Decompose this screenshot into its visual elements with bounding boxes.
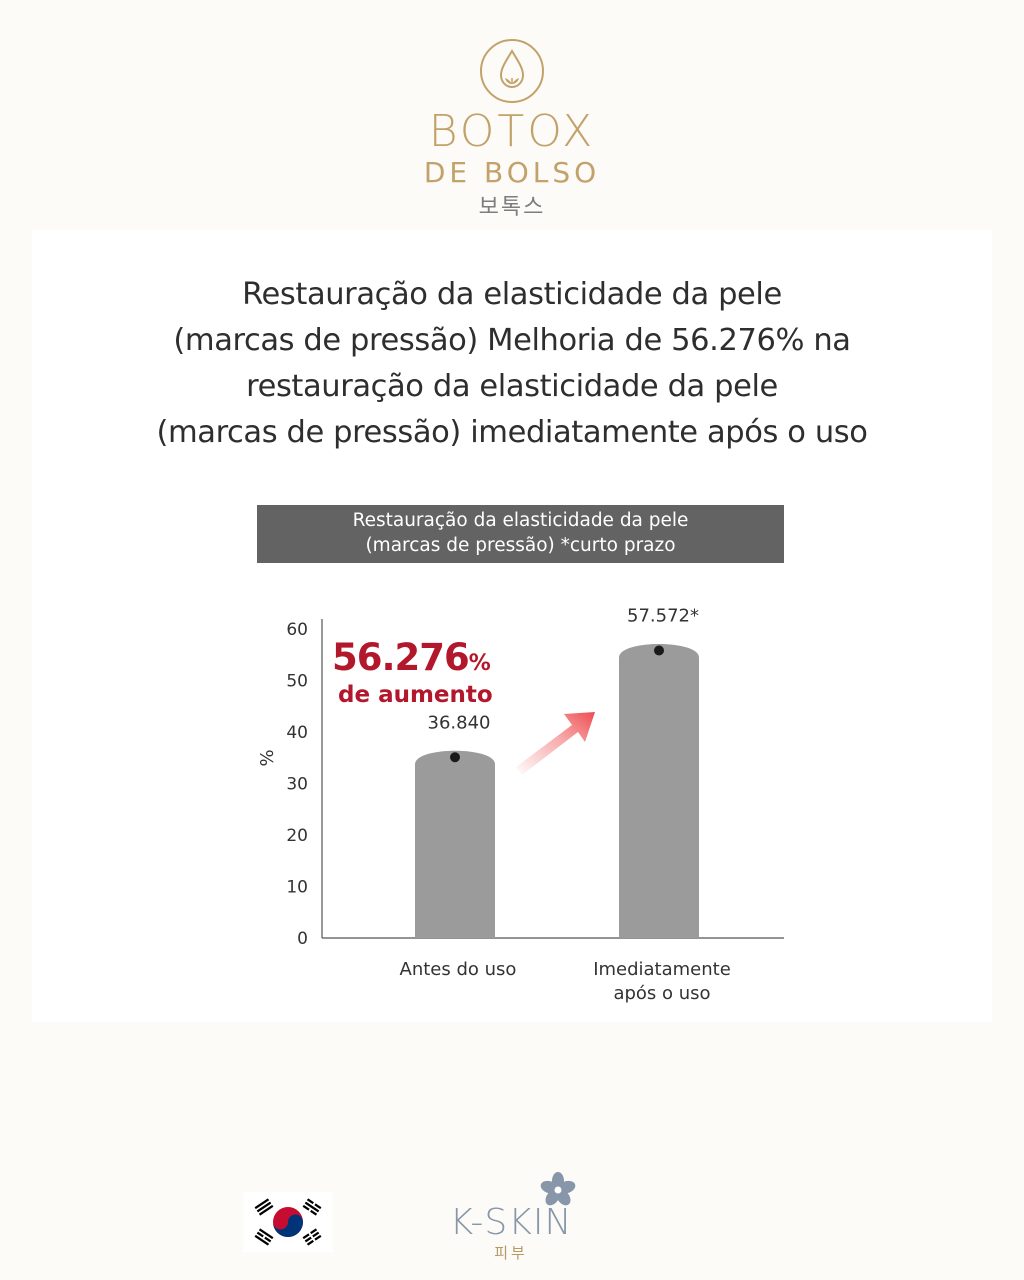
headline-line: restauração da elasticidade da pele	[246, 369, 778, 404]
brand-subname: DE BOLSO	[423, 156, 601, 189]
headline-line: (marcas de pressão) Melhoria de 56.276% …	[173, 323, 851, 358]
increase-unit: %	[469, 651, 491, 676]
y-tick-label: 50	[286, 672, 308, 692]
brand-korean: 보톡스	[478, 194, 546, 219]
south-korea-flag-icon	[243, 1192, 333, 1252]
y-tick-label: 40	[286, 723, 308, 743]
kskin-wordmark: K-SKIN	[449, 1202, 573, 1243]
y-tick-label: 0	[297, 929, 308, 949]
bar-dot	[654, 645, 664, 656]
y-tick-label: 60	[286, 620, 308, 640]
kskin-logo: K-SKIN 피부	[436, 1172, 586, 1262]
x-category-label: Imediatamente	[593, 959, 731, 980]
bar-value-label: 36.840	[428, 712, 491, 733]
bar-dot	[450, 752, 460, 763]
y-tick-label: 10	[286, 878, 308, 898]
chart-title-line: Restauração da elasticidade da pele	[352, 510, 689, 531]
headline-line: Restauração da elasticidade da pele	[242, 277, 782, 312]
brand-logo: BOTOX DE BOLSO 보톡스	[0, 38, 1024, 220]
kskin-korean: 피부	[494, 1245, 528, 1262]
chart-title-banner: Restauração da elasticidade da pele (mar…	[257, 505, 784, 563]
increase-number: 56.276	[332, 636, 469, 679]
flower-icon	[540, 1172, 576, 1206]
increase-value: 56.276%	[332, 636, 491, 679]
y-tick-label: 30	[286, 775, 308, 795]
y-axis-label: %	[257, 749, 278, 766]
brand-name: BOTOX	[428, 106, 596, 157]
headline: Restauração da elasticidade da pele (mar…	[32, 272, 992, 456]
bar	[619, 644, 699, 938]
headline-line: (marcas de pressão) imediatamente após o…	[156, 415, 868, 450]
content-card: Restauração da elasticidade da pele (mar…	[32, 230, 992, 1022]
bar-value-label: 57.572*	[627, 606, 699, 627]
increase-caption: de aumento	[338, 682, 493, 708]
drop-leaf-icon	[480, 39, 544, 103]
bar-chart: 0 10 20 30 40 50 60% 36.840 Antes do uso 57.572*…	[257, 606, 784, 1004]
x-category-label: após o uso	[613, 983, 710, 1004]
x-category-label: Antes do uso	[400, 959, 517, 980]
chart-title-line: (marcas de pressão) *curto prazo	[365, 535, 676, 556]
increase-arrow-icon	[516, 712, 595, 775]
y-tick-label: 20	[286, 826, 308, 846]
bar	[415, 750, 495, 938]
